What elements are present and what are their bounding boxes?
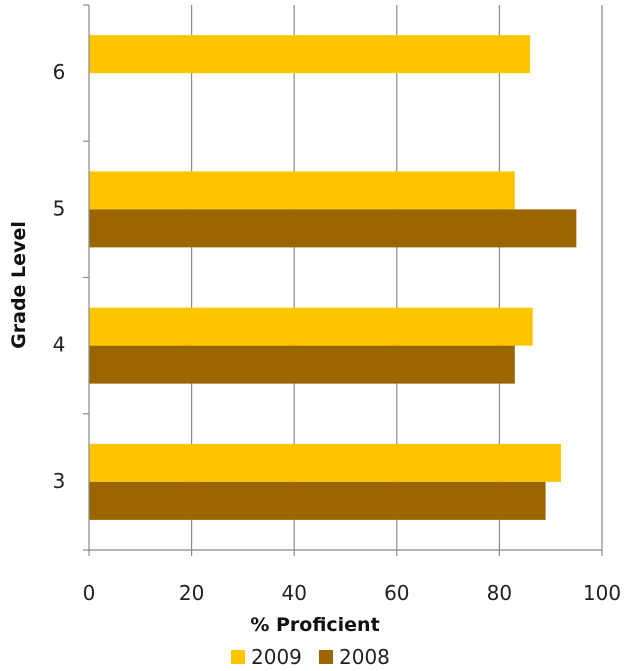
bar-grade-4-2008 [89,345,515,384]
bar-grade-3-2009 [89,443,561,482]
y-ticks: 6 5 4 3 [53,4,89,551]
legend: 2009 2008 [231,645,390,669]
legend-label-2008: 2008 [339,645,390,669]
legend-swatch-2009 [231,650,245,664]
bar-grade-5-2008 [89,209,577,248]
bar-grade-6-2009 [89,35,531,74]
y-tick-label-4: 4 [53,333,66,357]
bar-grade-3-2008 [89,481,546,520]
x-tick-label-100: 100 [583,581,621,605]
y-axis-title: Grade Level [8,221,30,349]
x-axis-title: % Proficient [250,614,379,636]
x-tick-label-40: 40 [281,581,306,605]
bar-grade-5-2009 [89,171,515,210]
x-tick-label-0: 0 [83,581,96,605]
legend-swatch-2008 [319,650,333,664]
bar-grade-4-2009 [89,307,533,346]
x-tick-label-20: 20 [179,581,204,605]
y-tick-label-3: 3 [53,469,66,493]
y-tick-label-6: 6 [53,60,66,84]
y-tick-label-5: 5 [53,196,66,220]
bars [89,35,577,520]
legend-label-2009: 2009 [251,645,302,669]
x-tick-label-60: 60 [384,581,409,605]
x-tick-label-80: 80 [487,581,512,605]
x-ticks: 0 20 40 60 80 100 [83,550,621,605]
